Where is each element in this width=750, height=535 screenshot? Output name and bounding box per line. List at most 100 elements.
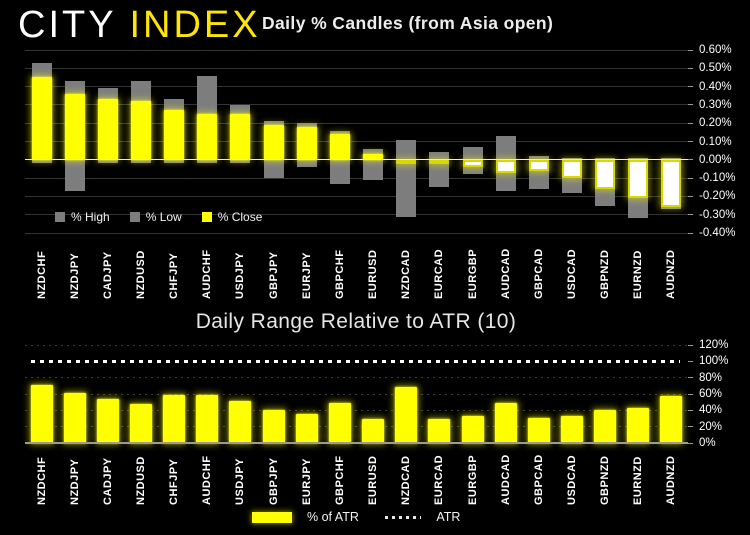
candle-low-bar bbox=[396, 159, 417, 217]
atr-percent-bar bbox=[627, 407, 650, 443]
atr-percent-bar bbox=[295, 414, 318, 443]
tick-mark bbox=[688, 177, 693, 179]
candle-low-bar bbox=[429, 159, 450, 188]
y-tick: 60% bbox=[688, 386, 722, 402]
tick-mark bbox=[688, 426, 693, 428]
y-tick: 0.40% bbox=[688, 79, 732, 95]
x-axis-label: NZDUSD bbox=[135, 250, 148, 299]
candle-low-bar bbox=[64, 159, 85, 191]
candle-close-bar bbox=[164, 110, 185, 160]
close-swatch-icon bbox=[201, 212, 212, 222]
candle-low-bar bbox=[329, 159, 350, 184]
y-tick-label: 0.50% bbox=[699, 62, 732, 75]
candle-high-bar bbox=[396, 139, 417, 160]
legend-low-label: % Low bbox=[145, 210, 182, 224]
candle-high-bar bbox=[561, 157, 582, 160]
candle-close-bar bbox=[197, 114, 218, 160]
gridline bbox=[25, 67, 688, 69]
candles-plot-area bbox=[25, 49, 688, 234]
candle-low-bar bbox=[131, 159, 152, 164]
zero-gridline bbox=[25, 159, 688, 161]
high-swatch-icon bbox=[55, 212, 65, 222]
candle-high-bar bbox=[429, 152, 450, 160]
dotted-gridline bbox=[25, 377, 688, 379]
x-axis-label: EURJPY bbox=[300, 457, 313, 505]
candles-chart-title: Daily % Candles (from Asia open) bbox=[262, 13, 554, 33]
x-axis-label: USDJPY bbox=[234, 457, 247, 505]
y-tick-label: 40% bbox=[699, 404, 723, 417]
tick-mark bbox=[688, 86, 693, 88]
x-axis-label: GBPJPY bbox=[267, 251, 280, 299]
x-axis-label: USDCAD bbox=[565, 248, 578, 299]
y-tick-label: 0% bbox=[699, 437, 716, 449]
dotted-gridline bbox=[25, 409, 688, 411]
candle-close-bar bbox=[97, 99, 118, 160]
atr-percent-bar bbox=[660, 396, 683, 443]
logo-index-text: INDEX bbox=[129, 4, 261, 46]
tick-mark bbox=[688, 393, 693, 395]
x-axis-label: GBPNZD bbox=[599, 249, 612, 299]
y-tick-label: -0.30% bbox=[699, 208, 736, 221]
tick-mark bbox=[688, 442, 693, 444]
tick-mark bbox=[688, 409, 693, 411]
y-tick-label: 80% bbox=[699, 371, 723, 384]
candle-high-bar bbox=[661, 157, 682, 160]
x-axis-label: AUDCAD bbox=[499, 248, 512, 299]
x-axis-label: GBPNZD bbox=[599, 455, 612, 505]
atr-percent-bar bbox=[560, 416, 583, 443]
atr-percent-bar bbox=[461, 416, 484, 443]
y-tick-label: 0.60% bbox=[699, 44, 732, 56]
gridline bbox=[25, 214, 688, 216]
y-tick-label: 120% bbox=[699, 339, 729, 351]
x-axis-label: AUDNZD bbox=[665, 455, 678, 505]
y-tick: 0.30% bbox=[688, 97, 732, 113]
candle-close-bar bbox=[661, 159, 682, 208]
candle-close-bar bbox=[495, 159, 516, 173]
dotted-gridline bbox=[25, 426, 688, 428]
x-axis-label: USDJPY bbox=[234, 251, 247, 299]
candle-close-bar bbox=[595, 159, 616, 190]
x-axis-label: EURGBP bbox=[466, 248, 479, 299]
x-axis-label: EURUSD bbox=[367, 455, 380, 505]
legend-high-label: % High bbox=[71, 210, 110, 224]
atr-line-swatch-icon bbox=[384, 515, 421, 519]
x-axis-label: GBPCHF bbox=[333, 249, 346, 299]
candle-close-bar bbox=[462, 159, 483, 168]
x-axis-label: AUDCHF bbox=[201, 455, 214, 505]
x-axis-label: AUDNZD bbox=[665, 249, 678, 299]
atr-percent-bar bbox=[328, 402, 351, 443]
x-axis-label: EURNZD bbox=[632, 250, 645, 299]
x-axis-label: GBPCAD bbox=[532, 454, 545, 505]
x-axis-label: NZDJPY bbox=[68, 458, 81, 505]
gridline bbox=[25, 122, 688, 124]
candle-low-bar bbox=[263, 159, 284, 179]
y-tick: 0.20% bbox=[688, 115, 732, 131]
city-index-logo: CITY INDEX bbox=[18, 4, 261, 47]
atr-percent-bar bbox=[395, 387, 418, 443]
x-axis-label: AUDCAD bbox=[499, 454, 512, 505]
dotted-gridline bbox=[25, 344, 688, 346]
candles-y-axis: 0.60% 0.50% 0.40% 0.30% 0.20% 0.10% 0.00% -0.10… bbox=[688, 44, 750, 239]
atr-legend: % of ATR ATR bbox=[0, 510, 712, 524]
zero-baseline bbox=[25, 442, 688, 444]
atr-percent-bar bbox=[30, 385, 53, 443]
x-axis-label: NZDCHF bbox=[35, 250, 48, 299]
legend-atr-label: ATR bbox=[436, 510, 461, 524]
atr-percent-bar bbox=[494, 402, 517, 443]
y-tick-label: 0.40% bbox=[699, 80, 732, 93]
gridline bbox=[25, 195, 688, 197]
y-tick: 0% bbox=[688, 435, 716, 451]
candle-close-bar bbox=[263, 125, 284, 160]
atr-percent-bar bbox=[428, 419, 451, 443]
legend-item-pct-atr: % of ATR bbox=[251, 510, 359, 524]
candle-high-bar bbox=[495, 136, 516, 160]
atr-percent-bar bbox=[362, 418, 385, 443]
logo-city-text: CITY bbox=[18, 4, 116, 46]
candle-close-bar bbox=[396, 159, 417, 164]
y-tick-label: -0.10% bbox=[699, 172, 736, 185]
candle-close-bar bbox=[131, 101, 152, 160]
tick-mark bbox=[688, 67, 693, 69]
legend-close-label: % Close bbox=[217, 210, 263, 224]
x-axis-label: EURCAD bbox=[433, 454, 446, 505]
